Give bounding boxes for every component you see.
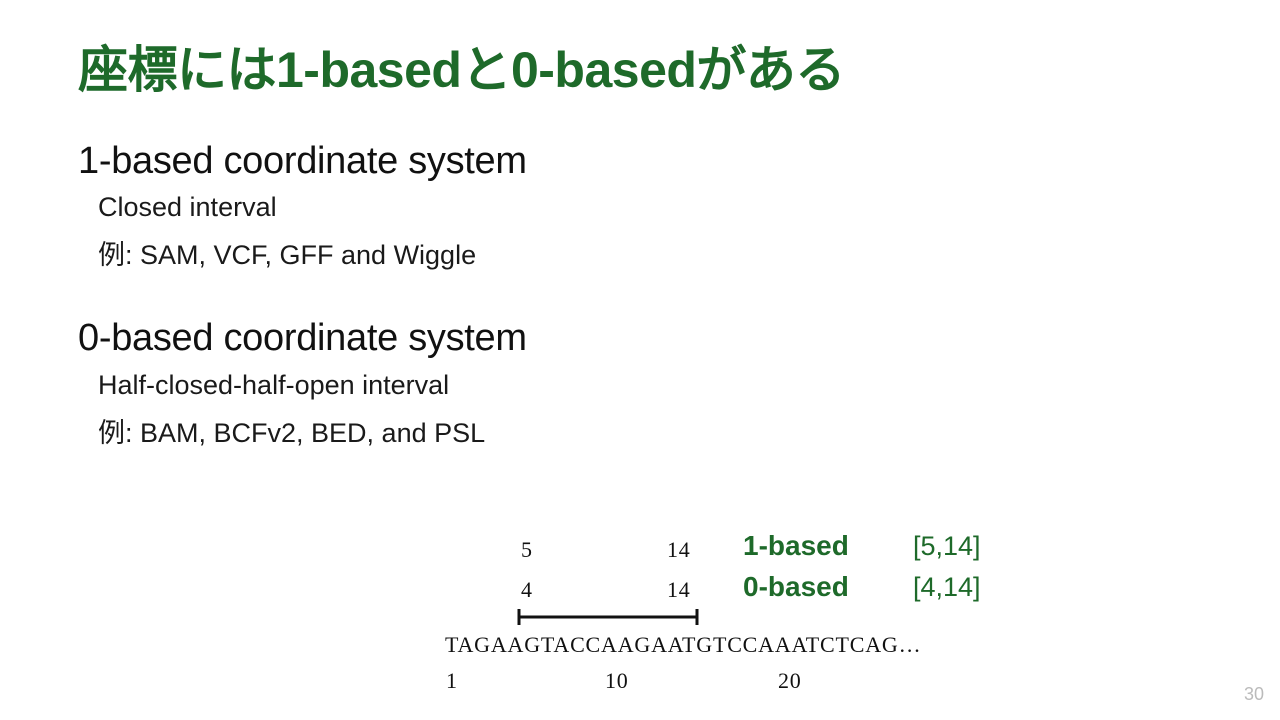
position-1: 1	[446, 668, 458, 693]
heading-1-based: 1-based coordinate system	[78, 140, 527, 182]
zero-based-label: 0-based	[743, 571, 849, 602]
one-based-label: 1-based	[743, 530, 849, 561]
item-0-based-examples: 例: BAM, BCFv2, BED, and PSL	[98, 418, 486, 448]
item-half-open-interval: Half-closed-half-open interval	[98, 370, 450, 400]
slide-title: 座標には1-basedと0-basedがある	[78, 42, 845, 98]
one-based-interval: [5,14]	[913, 531, 981, 561]
interval-bracket	[517, 609, 699, 625]
one-based-end: 14	[667, 537, 691, 562]
position-10: 10	[605, 668, 629, 693]
item-1-based-examples: 例: SAM, VCF, GFF and Wiggle	[98, 240, 477, 270]
page-number: 30	[1243, 684, 1264, 704]
zero-based-end: 14	[667, 577, 691, 602]
one-based-start: 5	[521, 537, 533, 562]
zero-based-interval: [4,14]	[913, 572, 981, 602]
item-closed-interval: Closed interval	[98, 192, 277, 222]
zero-based-start: 4	[521, 577, 533, 602]
position-20: 20	[778, 668, 802, 693]
heading-0-based: 0-based coordinate system	[78, 317, 527, 359]
dna-sequence: TAGAAGTACCAAGAATGTCCAAATCTCAG…	[445, 632, 922, 657]
